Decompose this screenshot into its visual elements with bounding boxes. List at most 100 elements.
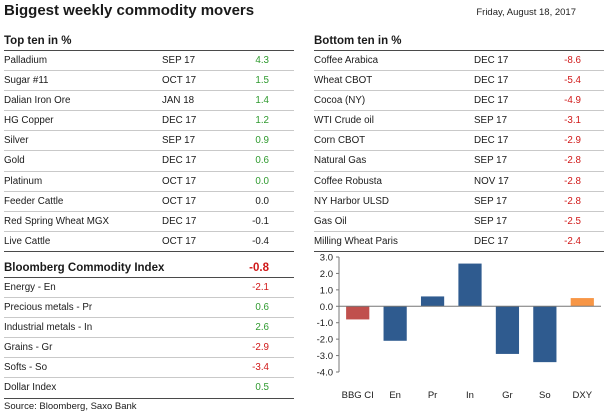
index-table: Bloomberg Commodity Index -0.8 Energy - … bbox=[4, 259, 294, 399]
index-title: Bloomberg Commodity Index bbox=[4, 262, 165, 274]
index-row: Energy - En -2.1 bbox=[4, 278, 294, 299]
top-row-value: 1.4 bbox=[255, 95, 269, 107]
index-row: Grains - Gr -2.9 bbox=[4, 338, 294, 359]
y-tick-label: -3.0 bbox=[317, 351, 333, 362]
x-tick-label: So bbox=[539, 390, 551, 401]
index-title-value: -0.8 bbox=[249, 262, 269, 274]
bottom-row: Coffee Arabica DEC 17 -8.6 bbox=[314, 51, 604, 72]
page-title: Biggest weekly commodity movers bbox=[4, 2, 255, 19]
bottom-row-month: SEP 17 bbox=[474, 215, 508, 227]
top-row-name: Palladium bbox=[4, 55, 48, 66]
top-row-month: SEP 17 bbox=[162, 55, 196, 66]
bottom-row: Cocoa (NY) DEC 17 -4.9 bbox=[314, 91, 604, 112]
bottom-row: Milling Wheat Paris DEC 17 -2.4 bbox=[314, 232, 604, 252]
bottom-row-value: -5.4 bbox=[564, 75, 581, 87]
index-title-row: Bloomberg Commodity Index -0.8 bbox=[4, 259, 294, 278]
top-row-name: Platinum bbox=[4, 175, 43, 187]
x-tick-label: In bbox=[466, 390, 474, 401]
bottom-row: NY Harbor ULSD SEP 17 -2.8 bbox=[314, 192, 604, 212]
top-row-value: -0.1 bbox=[252, 215, 269, 227]
top-row-name: HG Copper bbox=[4, 115, 54, 127]
bottom-row-value: -2.9 bbox=[564, 135, 581, 147]
bottom-row-name: Natural Gas bbox=[314, 155, 367, 167]
bottom-row-name: Gas Oil bbox=[314, 215, 347, 227]
bottom-row-name: Coffee Arabica bbox=[314, 55, 379, 66]
bottom-row-value: -3.1 bbox=[564, 115, 581, 127]
index-row-value: 0.5 bbox=[255, 382, 269, 394]
bottom-row: Corn CBOT DEC 17 -2.9 bbox=[314, 131, 604, 152]
index-row-name: Industrial metals - In bbox=[4, 322, 93, 334]
index-row-value: 2.6 bbox=[255, 322, 269, 334]
y-tick-label: 0.0 bbox=[320, 302, 333, 313]
bar-en bbox=[383, 306, 407, 341]
x-tick-label: En bbox=[389, 390, 401, 401]
index-row-value: -3.4 bbox=[252, 362, 269, 374]
bottom-row-month: DEC 17 bbox=[474, 135, 509, 147]
bottom-row-value: -2.4 bbox=[564, 235, 581, 247]
bottom-row-value: -2.8 bbox=[564, 175, 581, 187]
index-row: Industrial metals - In 2.6 bbox=[4, 318, 294, 339]
bottom-row-name: NY Harbor ULSD bbox=[314, 195, 389, 207]
index-rows: Energy - En -2.1 Precious metals - Pr 0.6 In… bbox=[4, 278, 294, 399]
bar-gr bbox=[495, 306, 520, 354]
bottom-row-value: -2.8 bbox=[564, 195, 581, 207]
bottom-row-name: Milling Wheat Paris bbox=[314, 235, 398, 247]
top-row-name: Sugar #11 bbox=[4, 75, 49, 87]
index-row-name: Grains - Gr bbox=[4, 342, 53, 354]
top-row-value: 0.0 bbox=[255, 195, 269, 207]
top-row-value: 1.2 bbox=[255, 115, 269, 127]
top-row-month: JAN 18 bbox=[162, 95, 195, 107]
index-row-value: 0.6 bbox=[255, 302, 269, 314]
x-tick-label: Gr bbox=[502, 390, 513, 401]
date-label: Friday, August 18, 2017 bbox=[476, 7, 576, 18]
bottom-row-value: -4.9 bbox=[564, 95, 581, 107]
bottom-row: Natural Gas SEP 17 -2.8 bbox=[314, 151, 604, 172]
bar-pr bbox=[420, 296, 445, 307]
bottom-row: Wheat CBOT DEC 17 -5.4 bbox=[314, 71, 604, 92]
top-row: Platinum OCT 17 0.0 bbox=[4, 172, 294, 192]
x-tick-label: DXY bbox=[573, 390, 593, 401]
top-row: Live Cattle OCT 17 -0.4 bbox=[4, 232, 294, 252]
y-tick-label: 3.0 bbox=[320, 253, 333, 264]
top-row-value: 0.6 bbox=[255, 155, 269, 167]
top-row: Dalian Iron Ore JAN 18 1.4 bbox=[4, 91, 294, 112]
bottom-row-value: -2.8 bbox=[564, 155, 581, 167]
bottom-ten-rows: Coffee Arabica DEC 17 -8.6 Wheat CBOT DEC 17… bbox=[314, 51, 604, 252]
top-row: HG Copper DEC 17 1.2 bbox=[4, 111, 294, 132]
top-row-value: 0.9 bbox=[255, 135, 269, 147]
bar-dxy bbox=[570, 298, 594, 307]
bottom-row-value: -2.5 bbox=[564, 215, 581, 227]
bottom-row-name: Cocoa (NY) bbox=[314, 95, 366, 107]
bottom-row-value: -8.6 bbox=[564, 55, 581, 66]
index-row-name: Energy - En bbox=[4, 282, 56, 293]
top-row: Gold DEC 17 0.6 bbox=[4, 151, 294, 172]
index-row-name: Dollar Index bbox=[4, 382, 57, 394]
bottom-row-month: SEP 17 bbox=[474, 115, 508, 127]
index-row-value: -2.1 bbox=[252, 282, 269, 293]
bottom-ten-title: Bottom ten in % bbox=[314, 34, 604, 51]
y-tick-label: -2.0 bbox=[317, 335, 333, 346]
top-row-name: Feeder Cattle bbox=[4, 195, 64, 207]
top-row-month: DEC 17 bbox=[162, 215, 197, 227]
index-row: Dollar Index 0.5 bbox=[4, 378, 294, 399]
top-row-value: 1.5 bbox=[255, 75, 269, 87]
top-ten-title: Top ten in % bbox=[4, 34, 294, 51]
sector-bar-chart: 3.0 2.0 1.0 0.0 -1.0 -2.0 -3.0 -4.0 BBG CI En Pr In… bbox=[317, 253, 601, 401]
bottom-row-name: WTI Crude oil bbox=[314, 115, 374, 127]
top-row: Feeder Cattle OCT 17 0.0 bbox=[4, 192, 294, 212]
bottom-row-name: Coffee Robusta bbox=[314, 175, 382, 187]
top-row-name: Gold bbox=[4, 155, 25, 167]
bottom-row-month: SEP 17 bbox=[474, 155, 508, 167]
y-tick-label: 2.0 bbox=[320, 269, 333, 280]
top-row-month: SEP 17 bbox=[162, 135, 196, 147]
bar-so bbox=[533, 306, 557, 363]
top-row-month: OCT 17 bbox=[162, 235, 197, 247]
top-row-name: Dalian Iron Ore bbox=[4, 95, 71, 107]
top-row-month: OCT 17 bbox=[162, 195, 197, 207]
top-row-month: DEC 17 bbox=[162, 155, 197, 167]
index-row: Precious metals - Pr 0.6 bbox=[4, 298, 294, 319]
top-row: Silver SEP 17 0.9 bbox=[4, 131, 294, 152]
top-row: Red Spring Wheat MGX DEC 17 -0.1 bbox=[4, 212, 294, 232]
top-row-name: Red Spring Wheat MGX bbox=[4, 215, 110, 227]
bottom-row: WTI Crude oil SEP 17 -3.1 bbox=[314, 111, 604, 132]
